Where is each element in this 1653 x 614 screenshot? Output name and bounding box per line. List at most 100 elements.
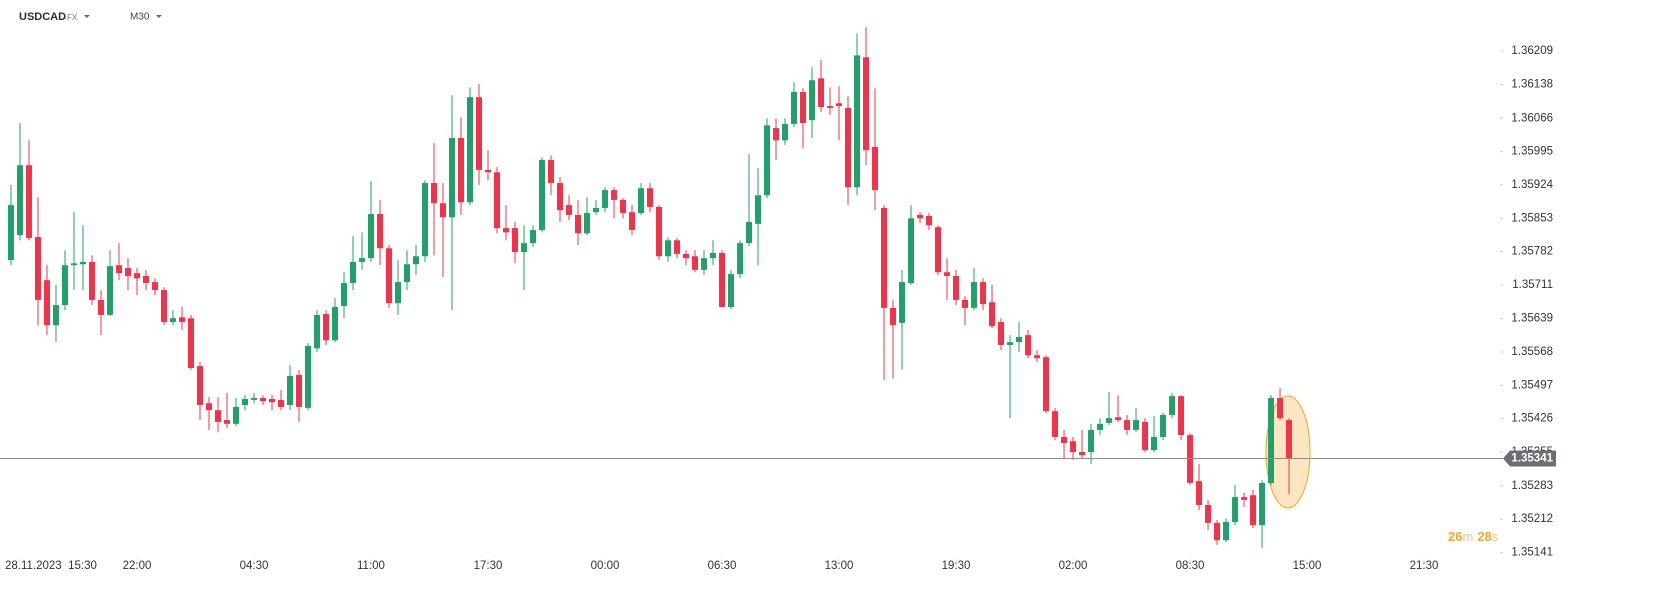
y-tick-label: 1.36209 [1511, 45, 1553, 57]
candle-body [998, 321, 1005, 345]
candle-body [701, 258, 708, 270]
candle-body [304, 345, 311, 408]
y-tick-label: 1.35639 [1511, 313, 1553, 325]
candle-body [503, 228, 510, 233]
candle-body [557, 183, 564, 211]
candle-body [1142, 421, 1149, 451]
candle-body [475, 97, 482, 170]
candle-body [421, 183, 428, 257]
candle-body [331, 306, 338, 341]
candle-body [692, 256, 699, 270]
candle-body [818, 78, 825, 108]
candle-body [97, 299, 104, 315]
candle-body [1259, 482, 1266, 526]
candle-body [223, 420, 230, 424]
candle-body [1178, 396, 1185, 436]
last-price-marker [1503, 450, 1556, 467]
candle-body [944, 272, 951, 276]
candle-body [638, 188, 645, 214]
candle-body [1151, 436, 1158, 451]
candle-body [106, 266, 113, 315]
candle-body [79, 261, 86, 265]
candle-body [43, 280, 50, 326]
candle-body [376, 214, 383, 249]
timeframe-dropdown[interactable] [156, 15, 162, 18]
candle-body [241, 398, 248, 406]
candle-body [1223, 521, 1230, 541]
candle-body [403, 264, 410, 283]
candle-body [349, 261, 356, 284]
candle-body [205, 403, 212, 411]
y-tick-label: 1.35212 [1511, 513, 1553, 525]
candle-body [800, 91, 807, 123]
candle-body [1133, 420, 1140, 430]
countdown-seconds: 28 [1477, 529, 1491, 544]
candle-body [665, 240, 672, 257]
candle-body [1196, 481, 1203, 506]
candle-body [1106, 418, 1113, 423]
x-tick-label: 04:30 [240, 560, 269, 572]
countdown-minutes: 26 [1448, 529, 1462, 544]
candle-body [1160, 414, 1167, 437]
x-tick-label: 02:00 [1059, 560, 1088, 572]
candle-body [611, 190, 618, 200]
y-tick-label: 1.35782 [1511, 246, 1553, 258]
candle-body [160, 290, 167, 322]
candle-body [854, 55, 861, 188]
symbol-dropdown[interactable] [84, 15, 90, 18]
candle-body [142, 275, 149, 284]
last-price-label: 1.35341 [1511, 453, 1553, 465]
x-tick-label: 00:00 [591, 560, 620, 572]
candle-body [917, 214, 924, 219]
candle-body [7, 205, 14, 261]
candle-body [584, 213, 591, 234]
candle-body [115, 265, 122, 274]
candle-body [683, 253, 690, 259]
candle-body [1232, 497, 1239, 522]
candle-body [322, 313, 329, 341]
candle-body [196, 366, 203, 406]
candle-body [674, 240, 681, 254]
candle-body [629, 212, 636, 230]
candle-body [728, 274, 735, 307]
x-tick-label: 13:00 [825, 560, 854, 572]
candle-body [773, 128, 780, 141]
candle-body [1250, 495, 1257, 526]
candle-body [899, 282, 906, 323]
candle-body [1205, 505, 1212, 523]
countdown-unit: s [1492, 529, 1499, 544]
candle-body [1097, 423, 1104, 430]
x-tick-label: 19:30 [942, 560, 971, 572]
countdown: 26m 28s [1448, 529, 1499, 544]
candle-body [394, 282, 401, 304]
symbol[interactable]: USDCAD [19, 11, 66, 23]
x-tick-label: 17:30 [474, 560, 503, 572]
candle-body [962, 299, 969, 308]
candle-body [313, 314, 320, 349]
candle-body [566, 205, 573, 215]
candle-body [34, 237, 41, 300]
candle-body [439, 203, 446, 218]
candle-body [863, 57, 870, 151]
candle-body [124, 268, 131, 276]
market: FX [67, 13, 78, 22]
candle-body [539, 160, 546, 230]
candle-body [214, 410, 221, 422]
candle-body [755, 195, 762, 224]
candle-body [340, 283, 347, 307]
candle-body [484, 169, 491, 173]
y-tick-label: 1.35568 [1511, 346, 1553, 358]
candle-body [548, 160, 555, 184]
y-tick-label: 1.35853 [1511, 212, 1553, 224]
candle-body [1079, 451, 1086, 456]
x-tick-label: 21:30 [1410, 560, 1439, 572]
candle-body [1061, 436, 1068, 444]
candle-body [593, 207, 600, 213]
candle-body [719, 252, 726, 307]
candle-body [908, 218, 915, 284]
candle-body [881, 207, 888, 308]
candle-body [710, 252, 717, 259]
timeframe[interactable]: M30 [130, 12, 150, 23]
